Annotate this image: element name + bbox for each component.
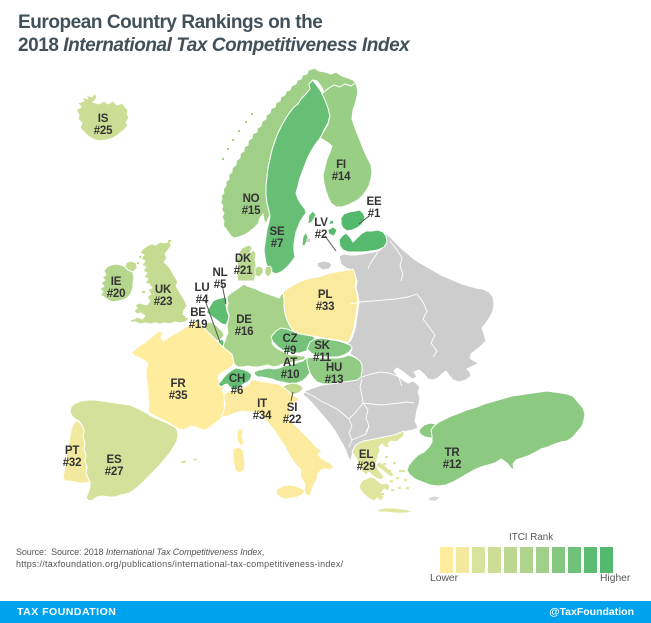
svg-text:#23: #23 [154, 296, 173, 308]
svg-text:#32: #32 [63, 457, 82, 469]
svg-text:#11: #11 [313, 352, 332, 364]
svg-text:#2: #2 [315, 229, 327, 241]
svg-text:FI: FI [336, 159, 346, 171]
svg-text:#19: #19 [189, 319, 208, 331]
svg-text:#6: #6 [231, 385, 243, 397]
svg-text:EL: EL [359, 449, 373, 461]
svg-text:#27: #27 [105, 466, 124, 478]
svg-text:#10: #10 [281, 369, 300, 381]
svg-text:BE: BE [190, 307, 206, 319]
svg-text:DE: DE [236, 314, 252, 326]
svg-text:CZ: CZ [283, 333, 298, 345]
svg-text:#16: #16 [235, 326, 254, 338]
svg-text:#13: #13 [325, 374, 344, 386]
svg-text:TR: TR [445, 447, 461, 459]
svg-text:#12: #12 [443, 459, 462, 471]
svg-text:UK: UK [155, 284, 172, 296]
svg-text:ES: ES [107, 454, 122, 466]
svg-text:#7: #7 [271, 238, 283, 250]
svg-text:#29: #29 [357, 461, 376, 473]
svg-text:CH: CH [229, 373, 245, 385]
svg-text:#20: #20 [107, 288, 126, 300]
svg-text:PT: PT [65, 445, 79, 457]
svg-text:IT: IT [257, 398, 267, 410]
svg-text:#5: #5 [214, 279, 227, 291]
svg-text:#21: #21 [234, 265, 253, 277]
svg-text:SI: SI [287, 402, 297, 414]
svg-text:#4: #4 [196, 294, 209, 306]
svg-text:AT: AT [283, 357, 297, 369]
svg-text:#1: #1 [368, 208, 381, 220]
svg-text:FR: FR [171, 378, 187, 390]
svg-text:#9: #9 [284, 345, 296, 357]
svg-text:#34: #34 [253, 410, 272, 422]
svg-text:#35: #35 [169, 390, 188, 402]
svg-text:LU: LU [195, 282, 210, 294]
svg-text:#14: #14 [332, 171, 351, 183]
svg-text:EE: EE [367, 196, 382, 208]
svg-text:LV: LV [314, 217, 328, 229]
svg-text:NO: NO [243, 193, 260, 205]
svg-text:DK: DK [235, 253, 252, 265]
svg-text:#33: #33 [316, 301, 335, 313]
svg-text:#15: #15 [242, 205, 261, 217]
svg-text:NL: NL [213, 267, 228, 279]
svg-text:IE: IE [111, 276, 122, 288]
svg-text:SK: SK [314, 340, 330, 352]
svg-text:#22: #22 [283, 414, 302, 426]
svg-text:#25: #25 [94, 125, 113, 137]
svg-text:IS: IS [98, 113, 109, 125]
svg-text:PL: PL [318, 289, 332, 301]
svg-text:HU: HU [326, 362, 342, 374]
svg-text:SE: SE [270, 226, 285, 238]
